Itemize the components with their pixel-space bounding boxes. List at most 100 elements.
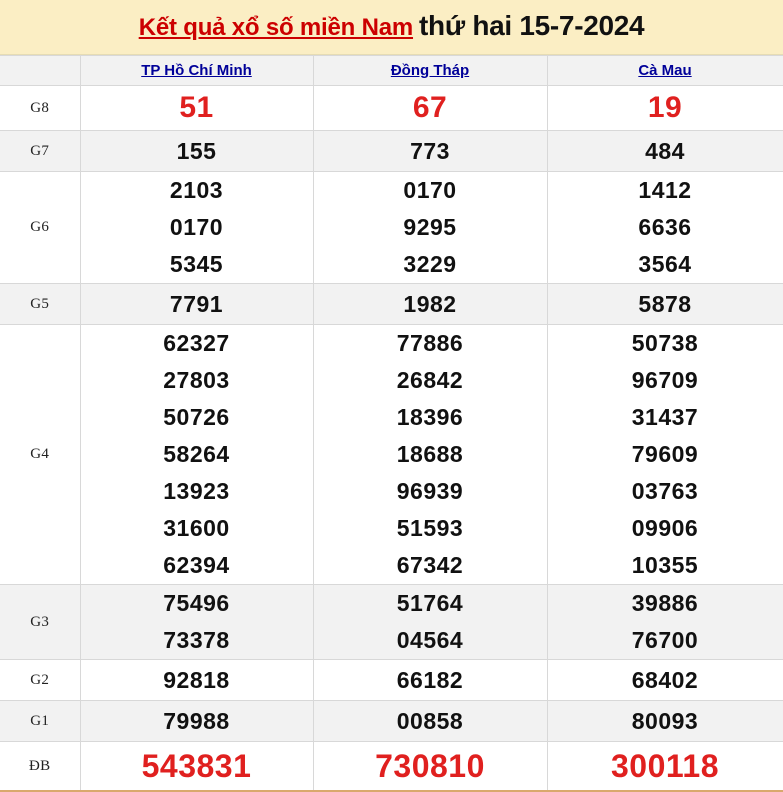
number-group: 2103 0170 5345 bbox=[81, 172, 313, 283]
lottery-number: 79609 bbox=[631, 441, 699, 467]
prize-label: ĐB bbox=[0, 741, 81, 792]
lottery-number: 39886 bbox=[631, 590, 699, 616]
lottery-number: 6636 bbox=[638, 214, 692, 240]
lottery-number: 50738 bbox=[631, 330, 699, 356]
prize-label: G4 bbox=[0, 324, 81, 585]
banner-date-text: thứ hai 15-7-2024 bbox=[419, 10, 645, 41]
lottery-number: 5345 bbox=[169, 251, 224, 277]
prize-cell: 484 bbox=[547, 130, 783, 172]
prize-cell: 80093 bbox=[547, 700, 783, 742]
table-row: G4 62327 27803 50726 58264 13923 31600 62394 778… bbox=[0, 324, 783, 585]
prize-label: G6 bbox=[0, 171, 81, 284]
number-group: 0170 9295 3229 bbox=[314, 172, 547, 283]
lottery-number: 484 bbox=[645, 137, 685, 164]
number-group: 51 bbox=[81, 86, 313, 130]
lottery-number: 155 bbox=[176, 137, 217, 164]
table-row: G6 2103 0170 5345 0170 9295 3229 1412 6636 3564 bbox=[0, 171, 783, 284]
number-group: 50738 96709 31437 79609 03763 09906 10355 bbox=[548, 325, 783, 584]
prize-cell: 5878 bbox=[547, 283, 783, 325]
lottery-number: 00858 bbox=[396, 707, 464, 734]
lottery-number: 58264 bbox=[163, 441, 230, 467]
lottery-number: 96709 bbox=[631, 367, 699, 393]
header-row: TP Hồ Chí Minh Đồng Tháp Cà Mau bbox=[0, 55, 783, 86]
lottery-number: 3564 bbox=[638, 251, 692, 277]
lottery-number: 9295 bbox=[403, 214, 457, 240]
prize-cell: 92818 bbox=[80, 659, 314, 701]
prize-cell: 67 bbox=[313, 85, 548, 131]
lottery-number: 79988 bbox=[163, 707, 230, 734]
prize-cell: 79988 bbox=[80, 700, 314, 742]
prize-cell: 62327 27803 50726 58264 13923 31600 62394 bbox=[80, 324, 314, 585]
prize-label: G7 bbox=[0, 130, 81, 172]
prize-label: G2 bbox=[0, 659, 81, 701]
province-column-header-2: Đồng Tháp bbox=[313, 55, 548, 86]
province-link-2[interactable]: Đồng Tháp bbox=[390, 61, 470, 79]
number-group: 543831 bbox=[81, 743, 313, 789]
lottery-number: 7791 bbox=[169, 290, 224, 317]
province-link-1[interactable]: TP Hồ Chí Minh bbox=[141, 61, 252, 79]
prize-cell: 39886 76700 bbox=[547, 584, 783, 660]
lottery-number: 13923 bbox=[163, 478, 230, 504]
prize-cell: 1982 bbox=[313, 283, 548, 325]
prize-cell: 0170 9295 3229 bbox=[313, 171, 548, 284]
lottery-number: 300118 bbox=[610, 748, 719, 784]
table-row: G5 7791 1982 5878 bbox=[0, 283, 783, 325]
prize-label: G1 bbox=[0, 700, 81, 742]
prize-cell: 155 bbox=[80, 130, 314, 172]
number-group: 75496 73378 bbox=[81, 585, 313, 659]
lottery-number: 1982 bbox=[403, 290, 457, 317]
number-group: 66182 bbox=[314, 662, 547, 699]
lottery-number: 27803 bbox=[163, 367, 230, 393]
banner-title-link[interactable]: Kết quả xổ số miền Nam bbox=[138, 14, 414, 41]
prize-cell: 7791 bbox=[80, 283, 314, 325]
number-group: 00858 bbox=[314, 703, 547, 740]
lottery-number: 51593 bbox=[396, 515, 464, 541]
prize-cell: 66182 bbox=[313, 659, 548, 701]
prize-cell: 773 bbox=[313, 130, 548, 172]
lottery-number: 67342 bbox=[396, 552, 464, 578]
table-row: G1 79988 00858 80093 bbox=[0, 700, 783, 742]
lottery-number: 773 bbox=[410, 137, 450, 164]
lottery-number: 03763 bbox=[631, 478, 699, 504]
lottery-number: 2103 bbox=[169, 177, 224, 203]
lottery-number: 51 bbox=[179, 91, 214, 124]
lottery-number: 68402 bbox=[631, 666, 699, 693]
lottery-number: 0170 bbox=[169, 214, 224, 240]
table-row: G2 92818 66182 68402 bbox=[0, 659, 783, 701]
province-link-3[interactable]: Cà Mau bbox=[638, 61, 692, 79]
number-group: 300118 bbox=[548, 743, 783, 789]
lottery-number: 77886 bbox=[396, 330, 464, 356]
prize-cell: 300118 bbox=[547, 741, 783, 792]
lottery-number: 75496 bbox=[163, 590, 230, 616]
table-row: G3 75496 73378 51764 04564 39886 76700 bbox=[0, 584, 783, 660]
lottery-number: 19 bbox=[647, 91, 683, 124]
lottery-number: 73378 bbox=[163, 627, 230, 653]
lottery-number: 66182 bbox=[396, 666, 464, 693]
prize-cell: 730810 bbox=[313, 741, 548, 792]
lottery-number: 0170 bbox=[403, 177, 457, 203]
table-row: G8 51 67 19 bbox=[0, 85, 783, 131]
lottery-number: 31600 bbox=[163, 515, 230, 541]
lottery-number: 96939 bbox=[396, 478, 464, 504]
number-group: 62327 27803 50726 58264 13923 31600 62394 bbox=[81, 325, 313, 584]
prize-label: G5 bbox=[0, 283, 81, 325]
number-group: 77886 26842 18396 18688 96939 51593 67342 bbox=[314, 325, 547, 584]
prize-cell: 00858 bbox=[313, 700, 548, 742]
number-group: 39886 76700 bbox=[548, 585, 783, 659]
province-column-header-1: TP Hồ Chí Minh bbox=[80, 55, 314, 86]
prize-cell: 2103 0170 5345 bbox=[80, 171, 314, 284]
lottery-number: 1412 bbox=[638, 177, 692, 203]
prize-cell: 68402 bbox=[547, 659, 783, 701]
number-group: 92818 bbox=[81, 662, 313, 699]
table-row: G7 155 773 484 bbox=[0, 130, 783, 172]
prize-cell: 51 bbox=[80, 85, 314, 131]
number-group: 80093 bbox=[548, 703, 783, 740]
page-title: Kết quả xổ số miền Nam thứ hai 15-7-2024 bbox=[139, 12, 645, 42]
prize-cell: 50738 96709 31437 79609 03763 09906 10355 bbox=[547, 324, 783, 585]
prize-column-header bbox=[0, 55, 81, 86]
lottery-number: 10355 bbox=[631, 552, 699, 578]
number-group: 484 bbox=[548, 133, 783, 170]
lottery-number: 543831 bbox=[141, 748, 252, 784]
prize-cell: 19 bbox=[547, 85, 783, 131]
table-header: TP Hồ Chí Minh Đồng Tháp Cà Mau bbox=[0, 55, 783, 86]
